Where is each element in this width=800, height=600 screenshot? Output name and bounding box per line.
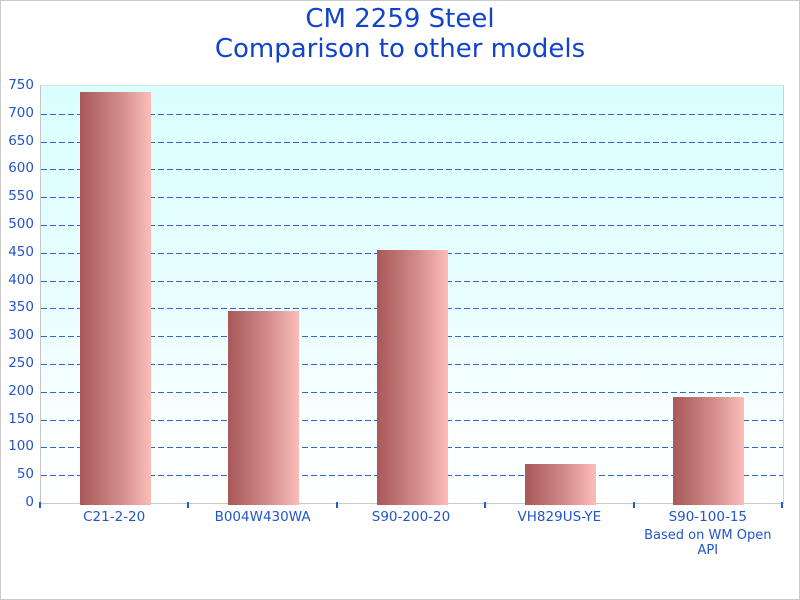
chart-title: CM 2259 Steel Comparison to other models — [1, 4, 799, 64]
x-axis-label-B004W430WA: B004W430WA — [214, 509, 311, 525]
bar-B004W430WA — [228, 311, 300, 505]
y-axis-label-100: 100 — [8, 438, 34, 455]
bar-S90-100-15 — [673, 397, 745, 505]
y-axis-label-150: 150 — [8, 410, 34, 427]
y-axis-label-350: 350 — [8, 299, 34, 316]
data-source-note: Based on WM Open API — [644, 528, 772, 558]
gridline-650 — [41, 141, 783, 143]
y-axis-label-550: 550 — [8, 188, 34, 205]
chart-title-line2: Comparison to other models — [214, 34, 586, 64]
x-axis-tick-2 — [335, 502, 338, 508]
x-axis-tick-3 — [484, 502, 487, 508]
y-axis-label-650: 650 — [8, 132, 34, 149]
x-axis-label-VH829US-YE: VH829US-YE — [517, 509, 602, 525]
gridline-700 — [41, 113, 783, 115]
y-axis-label-700: 700 — [8, 104, 34, 121]
x-axis-label-S90-200-20: S90-200-20 — [371, 509, 451, 525]
bar-S90-200-20 — [376, 250, 448, 505]
x-axis-tick-5 — [781, 502, 783, 508]
y-axis-label-200: 200 — [8, 382, 34, 399]
y-axis-label-0: 0 — [25, 494, 34, 510]
y-axis-label-500: 500 — [8, 216, 34, 232]
bar-C21-2-20 — [79, 91, 151, 505]
y-axis-label-750: 750 — [8, 77, 34, 93]
y-axis-label-600: 600 — [8, 160, 34, 177]
x-axis-tick-1 — [187, 502, 190, 508]
y-axis-label-50: 50 — [16, 466, 34, 483]
y-axis-label-300: 300 — [8, 327, 34, 344]
x-axis-tick-0 — [39, 502, 41, 508]
bar-VH829US-YE — [524, 464, 596, 505]
x-axis-label-C21-2-20: C21-2-20 — [83, 509, 146, 525]
gridline-500 — [41, 225, 783, 226]
chart-title-line1: CM 2259 Steel — [305, 4, 495, 34]
x-axis-tick-4 — [632, 502, 635, 508]
y-axis-label-400: 400 — [8, 271, 34, 288]
y-axis-label-450: 450 — [8, 243, 34, 260]
y-axis-label-250: 250 — [8, 355, 34, 371]
plot-area — [40, 85, 784, 505]
gridline-600 — [41, 169, 783, 171]
gridline-550 — [41, 197, 783, 199]
x-axis-label-S90-100-15: S90-100-15 — [668, 509, 747, 525]
